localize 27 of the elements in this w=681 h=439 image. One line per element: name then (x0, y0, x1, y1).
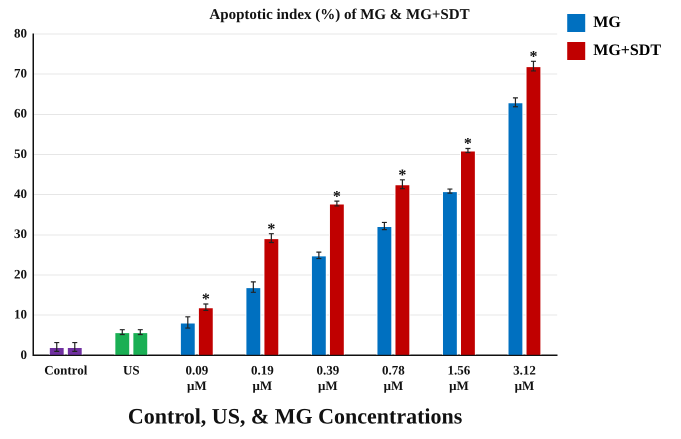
y-tick-label: 20 (14, 266, 27, 282)
annotation: * (202, 291, 210, 308)
y-tick-label: 50 (14, 146, 27, 161)
annotation: * (398, 166, 406, 184)
y-tick-label: 80 (14, 25, 27, 40)
x-tick-label: 1.56 μM (448, 362, 471, 394)
y-tick-label: 10 (14, 306, 27, 322)
legend-label: MG+SDT (593, 42, 662, 60)
x-tick-label: 0.19 μM (250, 362, 274, 394)
x-tick-label: Control (44, 362, 88, 378)
y-tick-label: 30 (14, 226, 27, 242)
x-tick-label: 0.78 μM (382, 362, 406, 394)
y-tick-label: 60 (14, 106, 27, 121)
legend-label: MG (593, 14, 622, 32)
x-axis-title: Control, US, & MG Concentrations (128, 403, 463, 428)
chart-title: Apoptotic index (%) of MG & MG+SDT (209, 6, 470, 23)
annotation: * (332, 188, 341, 206)
y-tick-label: 70 (14, 66, 27, 81)
x-tick-label: 0.09 μM (185, 362, 209, 394)
x-tick-label: 3.12 μM (513, 362, 536, 394)
annotation: * (267, 220, 276, 238)
annotation: * (464, 136, 472, 153)
y-tick-label: 40 (14, 186, 27, 202)
y-tick-label: 0 (20, 346, 27, 362)
x-tick-label: US (122, 362, 140, 378)
annotation: * (529, 48, 538, 66)
x-tick-label: 0.39 μM (316, 362, 340, 394)
